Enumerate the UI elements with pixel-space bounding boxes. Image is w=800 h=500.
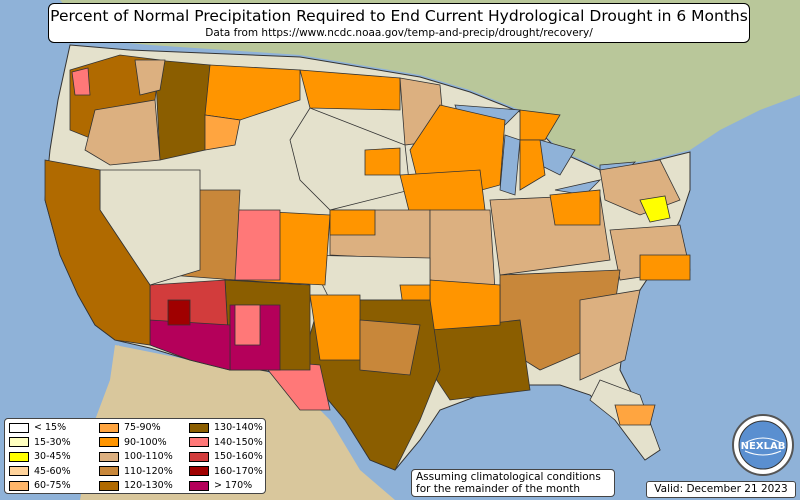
- legend-item: 45-60%: [9, 466, 71, 477]
- legend-swatch: [99, 437, 119, 447]
- region-wa-coast: [71, 67, 91, 96]
- region-arkansas: [429, 279, 501, 331]
- legend-swatch: [99, 480, 119, 491]
- legend-item: 110-120%: [99, 466, 173, 477]
- legend-item: < 15%: [9, 422, 66, 433]
- legend: < 15% 15-30% 30-45% 45-60% 60-75% 75-90% 90-10…: [4, 418, 266, 494]
- baja-land: [118, 345, 170, 420]
- legend-label: 30-45%: [34, 451, 71, 462]
- legend-swatch: [189, 451, 209, 462]
- legend-swatch: [99, 466, 119, 476]
- legend-swatch: [9, 466, 29, 476]
- legend-swatch: [189, 466, 209, 476]
- legend-label: 150-160%: [214, 451, 263, 462]
- legend-item: 120-130%: [99, 480, 173, 491]
- region-ohio: [549, 189, 601, 226]
- legend-swatch: [189, 437, 209, 447]
- legend-swatch: [99, 422, 119, 433]
- legend-label: > 170%: [214, 480, 253, 491]
- legend-swatch: [9, 437, 29, 447]
- region-tx-central: [359, 319, 421, 376]
- region-nebraska-west: [329, 209, 376, 236]
- region-nm-sw: [234, 304, 261, 346]
- legend-swatch: [189, 422, 209, 433]
- region-iowa: [399, 169, 486, 216]
- legend-swatch: [99, 451, 119, 462]
- legend-label: 110-120%: [124, 465, 173, 477]
- legend-swatch: [9, 451, 29, 462]
- region-sd-east: [364, 147, 401, 176]
- region-california: [44, 159, 151, 346]
- legend-label: 120-130%: [124, 480, 173, 491]
- region-az-central: [167, 299, 191, 326]
- region-mid-atlantic: [639, 195, 671, 223]
- legend-swatch: [9, 480, 29, 491]
- svg-text:NEXLAB: NEXLAB: [741, 441, 786, 452]
- legend-item: 30-45%: [9, 451, 71, 462]
- map-subtitle: Data from https://www.ncdc.noaa.gov/temp…: [205, 27, 593, 39]
- legend-swatch: [9, 422, 29, 433]
- legend-item: 130-140%: [189, 422, 263, 433]
- legend-label: 160-170%: [214, 465, 263, 477]
- legend-item: 160-170%: [189, 466, 263, 477]
- region-michigan-lower: [519, 139, 546, 191]
- note-line-2: for the remainder of the month: [416, 483, 581, 495]
- legend-label: < 15%: [34, 422, 67, 433]
- note-line-1: Assuming climatological conditions: [416, 471, 601, 483]
- legend-item: 100-110%: [99, 451, 173, 462]
- title-box: Percent of Normal Precipitation Required…: [48, 3, 750, 43]
- legend-label: 130-140%: [214, 422, 263, 433]
- legend-item: 75-90%: [99, 422, 161, 433]
- region-louisiana: [429, 319, 531, 401]
- legend-item: 15-30%: [9, 437, 71, 448]
- region-florida-central: [614, 404, 656, 426]
- region-wyoming-west: [204, 114, 241, 151]
- region-oregon: [84, 99, 161, 166]
- legend-item: 60-75%: [9, 480, 71, 491]
- valid-date: Valid: December 21 2023: [646, 481, 796, 498]
- legend-item: 140-150%: [189, 437, 263, 448]
- legend-label: 15-30%: [34, 436, 71, 448]
- region-dakota: [299, 69, 401, 111]
- legend-label: 140-150%: [214, 436, 263, 448]
- legend-swatch: [189, 480, 209, 491]
- legend-label: 75-90%: [124, 422, 161, 433]
- lake-michigan: [499, 134, 521, 196]
- legend-label: 45-60%: [34, 465, 71, 477]
- legend-item: > 170%: [189, 480, 252, 491]
- legend-label: 100-110%: [124, 451, 173, 462]
- region-missouri: [429, 209, 496, 291]
- region-idaho-north: [134, 59, 166, 96]
- assumption-note: Assuming climatological conditions for t…: [411, 469, 615, 497]
- region-montana: [204, 64, 301, 121]
- legend-item: 90-100%: [99, 437, 167, 448]
- region-georgia: [579, 289, 641, 381]
- nexlab-logo: NEXLAB: [732, 414, 794, 476]
- legend-label: 60-75%: [34, 480, 71, 491]
- region-nc-coast: [639, 254, 691, 281]
- region-michigan-up: [519, 109, 561, 141]
- map-title: Percent of Normal Precipitation Required…: [50, 7, 748, 25]
- legend-item: 150-160%: [189, 451, 263, 462]
- legend-label: 90-100%: [124, 436, 167, 448]
- region-idaho: [154, 59, 211, 161]
- region-colorado-west: [234, 209, 281, 281]
